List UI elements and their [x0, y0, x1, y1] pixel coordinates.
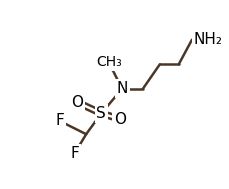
Text: F: F — [55, 113, 64, 129]
Text: CH₃: CH₃ — [95, 55, 121, 69]
Text: F: F — [70, 146, 79, 161]
Text: NH₂: NH₂ — [193, 32, 222, 47]
Text: O: O — [114, 112, 126, 127]
Text: O: O — [70, 94, 82, 110]
Text: N: N — [116, 81, 127, 96]
Text: S: S — [96, 106, 106, 121]
